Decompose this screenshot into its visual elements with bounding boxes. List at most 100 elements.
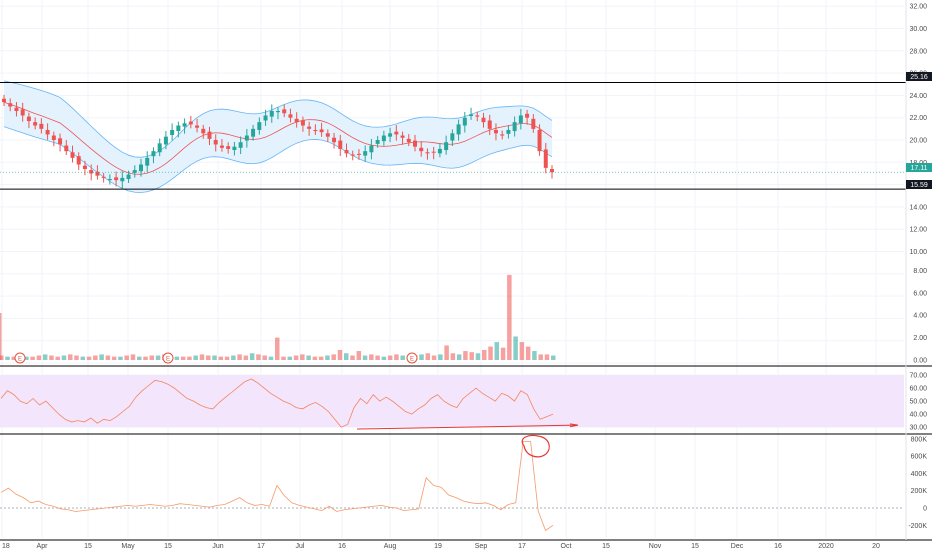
earnings-badge-circle-2 — [406, 352, 418, 364]
time-axis-tick-16: 15 — [691, 543, 699, 550]
candle-body-26 — [163, 136, 168, 145]
candle-body-66 — [413, 140, 417, 147]
volume-bar-17 — [105, 355, 111, 360]
volume-bar-1 — [5, 356, 10, 360]
band-basis — [3, 101, 553, 175]
volume-bar-34 — [212, 355, 217, 360]
volume-bar-2 — [11, 356, 17, 360]
volume-bar-75 — [469, 352, 474, 360]
oscillator-axis-tick-4: 0 — [923, 506, 927, 513]
volume-bar-74 — [463, 351, 468, 360]
candle-body-77 — [481, 117, 486, 123]
price-axis-tick-10: 12.00 — [909, 227, 927, 234]
candle-body-65 — [406, 138, 411, 143]
volume-bars[interactable] — [0, 274, 556, 360]
price-axis[interactable]: 32.0030.0028.0026.0024.0022.0020.0018.00… — [908, 4, 927, 530]
price-axis-tick-5: 22.00 — [909, 115, 927, 122]
candle-body-14 — [89, 170, 94, 174]
oscillator-peak-circle — [521, 434, 550, 458]
candle-body-85 — [531, 118, 536, 129]
candle-body-88 — [550, 168, 554, 173]
time-axis-tick-19: 2020 — [818, 543, 834, 550]
rsi-axis-tick-0: 70.00 — [909, 373, 927, 380]
volume-bar-87 — [544, 354, 550, 360]
candle-body-54 — [338, 140, 343, 149]
candle-body-49 — [307, 126, 312, 129]
time-axis-tick-13: Oct — [561, 543, 572, 550]
volume-bar-77 — [482, 349, 487, 360]
volume-bar-22 — [137, 356, 142, 360]
candle-body-86 — [537, 129, 542, 152]
candle-body-18 — [114, 177, 119, 181]
candle-body-44 — [276, 111, 280, 113]
volume-bar-28 — [174, 356, 180, 360]
volume-bar-14 — [86, 356, 92, 360]
time-axis-tick-0: 18 — [2, 543, 10, 550]
candle-body-51 — [319, 129, 324, 133]
volume-bar-46 — [287, 356, 293, 360]
rsi-path — [0, 378, 554, 428]
time-axis[interactable]: 18 Apr 15 May 15 Jun 17 Jul 16 Aug 19 Sep 17 Oct 15 Nov… — [2, 543, 880, 550]
volume-bar-64 — [400, 355, 405, 360]
candle-body-13 — [82, 165, 87, 169]
candle-body-34 — [213, 140, 218, 145]
volume-bar-82 — [513, 336, 518, 360]
volume-bar-67 — [419, 354, 424, 360]
oscillator-axis-tick-1: 600K — [911, 454, 928, 461]
candle-body-5 — [33, 122, 38, 126]
volume-bar-70 — [438, 354, 443, 360]
candle-body-62 — [388, 133, 393, 137]
lower-level-tag: 15.59 — [910, 182, 928, 189]
candle-body-56 — [350, 154, 355, 156]
time-axis-tick-11: Sep — [475, 543, 488, 550]
earnings-badge-label-1: E — [166, 357, 170, 363]
volume-bar-78 — [488, 346, 493, 360]
volume-bar-21 — [130, 354, 136, 360]
candle-body-76 — [475, 115, 480, 117]
volume-bar-48 — [300, 354, 305, 360]
candle-body-60 — [375, 140, 380, 144]
candle-body-37 — [232, 146, 237, 151]
volume-bar-11 — [68, 354, 73, 360]
volume-bar-60 — [375, 355, 380, 360]
volume-bar-13 — [80, 356, 86, 360]
time-axis-tick-7: Jul — [296, 543, 305, 550]
rsi-trendline-arrowhead — [569, 423, 579, 428]
candle-body-33 — [207, 131, 212, 139]
volume-bar-38 — [237, 354, 242, 360]
time-axis-tick-10: 19 — [434, 543, 442, 550]
upper-level-tag-bg — [906, 72, 932, 81]
earnings-badge-label-2: E — [410, 357, 414, 363]
volume-bar-56 — [350, 355, 355, 360]
candle-body-55 — [344, 150, 349, 154]
candlesticks[interactable] — [2, 94, 554, 189]
candle-body-81 — [506, 129, 511, 134]
volume-bar-47 — [293, 355, 299, 360]
candle-body-0 — [2, 98, 6, 103]
candle-body-53 — [332, 137, 337, 143]
oscillator-axis-tick-2: 400K — [911, 471, 928, 478]
volume-bar-23 — [143, 356, 148, 360]
candle-body-30 — [188, 121, 193, 125]
time-axis-tick-20: 20 — [872, 543, 880, 550]
candle-body-72 — [450, 133, 455, 141]
earnings-badge-circle-1 — [162, 352, 174, 364]
candle-body-59 — [369, 145, 374, 153]
candle-body-47 — [294, 118, 299, 123]
volume-bar-76 — [475, 353, 481, 360]
volume-bar-84 — [525, 346, 531, 360]
volume-bar-40 — [249, 353, 255, 360]
volume-bar-8 — [49, 355, 54, 360]
candle-body-2 — [14, 107, 19, 112]
drawing-annotations[interactable] — [356, 423, 579, 458]
volume-bar-16 — [99, 354, 104, 360]
candle-body-24 — [151, 151, 156, 157]
candle-body-35 — [219, 145, 224, 148]
volume-bar-45 — [281, 356, 286, 360]
price-axis-tick-9: 14.00 — [909, 204, 927, 211]
candle-body-63 — [394, 131, 399, 135]
horizontal-levels[interactable] — [0, 81, 906, 190]
time-axis-tick-6: 17 — [257, 543, 265, 550]
